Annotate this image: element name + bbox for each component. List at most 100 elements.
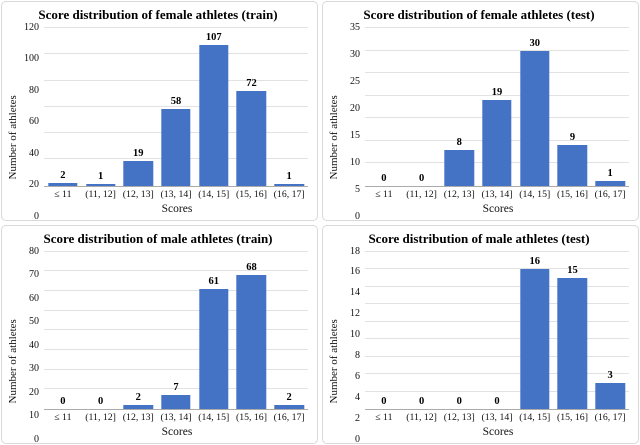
gridline <box>365 373 629 375</box>
y-tick-label: 35 <box>350 22 360 33</box>
gridline <box>44 79 308 81</box>
bar <box>444 149 474 186</box>
gridline <box>365 320 629 322</box>
x-tick-label: (13, 14] <box>481 188 513 200</box>
bar-slot: 72 <box>233 28 271 186</box>
y-axis-label: Number of athletes <box>7 95 19 180</box>
bar <box>595 382 625 409</box>
bar-slot: 2 <box>119 252 157 409</box>
x-tick-label: (14, 15] <box>198 412 230 423</box>
gridline <box>44 388 308 390</box>
bar-slot: 8 <box>440 28 478 186</box>
gridline <box>44 309 308 311</box>
bar-slot: 16 <box>516 252 554 409</box>
bar <box>85 184 116 186</box>
x-tick-label: (16, 17] <box>594 188 626 200</box>
bar-slot: 0 <box>478 252 516 410</box>
x-tick-label: (14, 15] <box>198 188 230 200</box>
bar-value-label: 8 <box>456 136 462 148</box>
y-axis-label: Number of athletes <box>328 95 340 180</box>
gridline <box>365 303 629 304</box>
chart-body: Number of athletes 0 20 40 60 80 100 120 2 1 19 5… <box>6 22 310 220</box>
x-tick-label: ≤ 11 <box>54 188 72 200</box>
bar <box>199 288 229 409</box>
chart-female-train: Score distribution of female athletes (t… <box>1 1 318 221</box>
chart-male-test: Score distribution of male athletes (tes… <box>322 224 639 444</box>
x-tick-label: (15, 16] <box>556 412 588 423</box>
gridline <box>44 270 308 272</box>
bar-slot: 9 <box>554 28 592 186</box>
gridline <box>365 27 629 28</box>
gridline <box>365 72 629 73</box>
y-tick-label: 10 <box>29 410 39 422</box>
y-axis-ticks: 0 5 10 15 20 25 30 35 <box>341 23 365 220</box>
x-tick-label: (13, 14] <box>481 412 513 423</box>
y-tick-label: 40 <box>29 339 39 351</box>
y-tick-label: 10 <box>350 329 360 341</box>
bar-slot: 2 <box>44 28 82 186</box>
chart-female-test: Score distribution of female athletes (t… <box>322 1 639 221</box>
y-tick-label: 0 <box>34 210 39 221</box>
bar-value-label: 0 <box>97 396 104 407</box>
x-axis-label: Scores <box>482 426 514 438</box>
bar <box>199 45 229 186</box>
bar-value-label: 0 <box>494 396 500 407</box>
bar-value-label: 15 <box>567 264 578 276</box>
chart-title: Score distribution of female athletes (t… <box>38 7 278 22</box>
bar-value-label: 7 <box>173 382 179 394</box>
bar-slot: 107 <box>195 28 233 186</box>
y-tick-label: 15 <box>350 129 360 141</box>
bar <box>123 160 153 186</box>
gridline <box>44 368 308 370</box>
chart-title: Score distribution of male athletes (tra… <box>43 230 273 246</box>
y-tick-label: 0 <box>355 210 360 221</box>
bar-slot: 1 <box>270 28 308 186</box>
bar-value-label: 1 <box>286 171 292 183</box>
bar-slot: 7 <box>157 252 195 409</box>
bar-value-label: 107 <box>205 32 222 44</box>
plot-column: 0 0 0 0 16 15 3 ≤ 11 (11, 12] (12, 13] (13, 14] (1… <box>365 250 631 441</box>
x-tick-label: (12, 13] <box>443 412 475 423</box>
x-tick-label: (13, 14] <box>160 188 192 200</box>
chart-male-train: Score distribution of male athletes (tra… <box>1 224 318 444</box>
bar-value-label: 61 <box>208 275 219 287</box>
x-axis-label: Scores <box>482 202 514 215</box>
gridline <box>44 53 308 55</box>
x-tick-label: (12, 13] <box>443 188 475 200</box>
x-tick-label: (12, 13] <box>122 412 154 423</box>
bar <box>48 182 78 186</box>
bar <box>274 405 304 409</box>
bar-slot: 0 <box>365 252 403 410</box>
bar <box>161 395 191 409</box>
bar-slot: 19 <box>119 28 157 186</box>
bar-slot: 0 <box>403 252 441 410</box>
y-tick-label: 16 <box>350 266 360 278</box>
gridline <box>365 338 629 340</box>
y-tick-label: 30 <box>29 363 39 375</box>
bar-value-label: 0 <box>60 396 66 407</box>
bar-slot: 2 <box>270 252 308 409</box>
bar <box>595 181 625 186</box>
y-tick-label: 120 <box>24 22 39 33</box>
x-axis-ticks: ≤ 11 (11, 12] (12, 13] (13, 14] (14, 15] (15,… <box>44 187 308 201</box>
bar <box>520 50 550 186</box>
gridline <box>365 355 629 357</box>
bar-value-label: 9 <box>569 132 576 144</box>
y-tick-label: 14 <box>350 287 360 299</box>
bar <box>236 275 267 409</box>
y-tick-label: 18 <box>350 245 360 257</box>
chart-title: Score distribution of male athletes (tes… <box>368 230 590 246</box>
bar-slot: 68 <box>233 252 271 409</box>
bar-value-label: 1 <box>97 171 104 183</box>
x-tick-label: ≤ 11 <box>375 412 393 423</box>
y-tick-label: 12 <box>350 308 360 320</box>
bar-slot: 61 <box>195 252 233 409</box>
y-tick-label: 20 <box>29 179 39 191</box>
x-tick-label: (15, 16] <box>235 188 267 200</box>
bar-value-label: 2 <box>60 169 66 181</box>
bar-slot: 0 <box>403 28 441 186</box>
y-tick-label: 70 <box>29 269 39 281</box>
gridline <box>44 250 308 252</box>
bars: 0 0 2 7 61 68 2 <box>44 252 308 409</box>
